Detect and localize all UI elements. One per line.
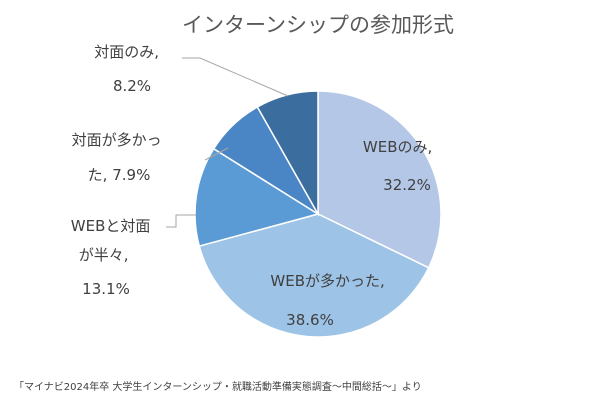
data-label-half-half-line2: が半々,	[79, 246, 129, 264]
pie-slice-half-half	[194, 147, 320, 247]
data-label-web-only-line2: 32.2%	[383, 176, 431, 194]
data-label-mostly-onsite-line2: た, 7.9%	[88, 166, 151, 184]
data-label-half-half-line3: 13.1%	[82, 280, 130, 298]
pie-slices	[194, 90, 442, 338]
leader-line-mostly-onsite	[204, 147, 229, 161]
leader-line-half-half	[166, 214, 196, 228]
chart-title: インターンシップの参加形式	[182, 13, 454, 37]
pie-slice-web-only	[317, 90, 442, 269]
data-label-half-half-line1: WEBと対面	[71, 217, 151, 235]
data-label-web-only-line1: WEBのみ,	[363, 138, 432, 156]
data-label-onsite-only-line2: 8.2%	[113, 77, 151, 95]
data-label-mostly-onsite: 対面が多かっ た, 7.9%	[72, 131, 167, 184]
data-label-onsite-only-line1: 対面のみ,	[94, 43, 159, 61]
data-label-mostly-web-line1: WEBが多かった,	[270, 272, 384, 290]
data-label-mostly-web: WEBが多かった, 38.6%	[270, 272, 389, 329]
data-label-mostly-web-line2: 38.6%	[286, 311, 334, 329]
data-label-mostly-onsite-line1: 対面が多かっ	[72, 131, 162, 149]
data-label-half-half: WEBと対面 が半々, 13.1%	[71, 217, 155, 298]
source-note: 「マイナビ2024年卒 大学生インターンシップ・就職活動準備実態調査～中間総括～…	[14, 380, 422, 393]
data-label-web-only: WEBのみ, 32.2%	[363, 138, 437, 194]
leader-line-onsite-only	[182, 57, 289, 97]
data-label-onsite-only: 対面のみ, 8.2%	[94, 43, 164, 95]
pie-slice-mostly-web	[198, 213, 430, 338]
